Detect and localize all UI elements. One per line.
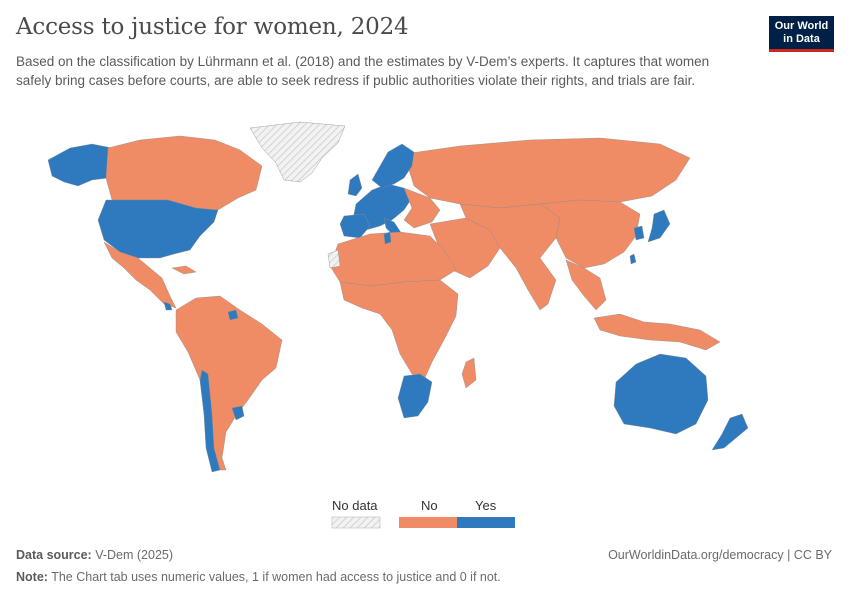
map-regions <box>47 121 749 473</box>
region-north-africa[interactable] <box>329 231 457 287</box>
region-alaska[interactable] <box>47 143 113 187</box>
region-china[interactable] <box>539 199 641 269</box>
region-uruguay[interactable] <box>231 405 245 421</box>
region-southern-africa[interactable] <box>397 373 433 419</box>
legend-no-label: No <box>421 498 438 513</box>
region-sub-saharan-africa[interactable] <box>339 279 459 381</box>
footer-url[interactable]: OurWorldinData.org/democracy | CC BY <box>608 548 832 562</box>
region-new-zealand[interactable] <box>711 413 749 451</box>
region-iberia[interactable] <box>339 213 371 239</box>
chart-note: Note: The Chart tab uses numeric values,… <box>16 570 501 584</box>
region-south-america[interactable] <box>175 295 283 471</box>
chart-title: Access to justice for women, 2024 <box>16 14 409 40</box>
logo-line-1: Our World <box>774 20 829 32</box>
world-map[interactable] <box>0 118 850 488</box>
region-southeast-asia[interactable] <box>565 259 607 311</box>
note-label: Note: <box>16 570 48 584</box>
region-mexico[interactable] <box>103 241 177 309</box>
data-source-link[interactable]: V-Dem (2025) <box>95 548 174 562</box>
logo-line-2: in Data <box>783 33 820 45</box>
region-chile[interactable] <box>199 369 221 473</box>
legend-swatch-yes[interactable] <box>457 517 515 528</box>
note-text: The Chart tab uses numeric values, 1 if … <box>51 570 501 584</box>
legend-no-data-label: No data <box>332 498 378 513</box>
region-australia[interactable] <box>613 353 709 435</box>
region-russia[interactable] <box>403 137 691 209</box>
region-tunisia[interactable] <box>383 231 392 245</box>
legend-swatch-no-data[interactable] <box>331 516 381 529</box>
chart-subtitle: Based on the classification by Lührmann … <box>16 54 710 88</box>
region-costa-rica[interactable] <box>163 301 173 311</box>
region-taiwan[interactable] <box>629 253 637 265</box>
region-madagascar[interactable] <box>461 357 477 389</box>
owid-logo[interactable]: Our World in Data <box>769 16 834 52</box>
region-uk-ireland[interactable] <box>347 173 363 197</box>
legend-swatches <box>331 516 515 529</box>
region-united-states[interactable] <box>97 199 219 259</box>
region-suriname[interactable] <box>227 309 239 321</box>
region-western-sahara[interactable] <box>327 249 341 269</box>
map-legend: No data No Yes <box>330 498 530 532</box>
data-source: Data source: V-Dem (2025) <box>16 548 173 562</box>
region-scandinavia[interactable] <box>371 143 415 189</box>
region-indonesia[interactable] <box>593 313 721 351</box>
region-eastern-europe[interactable] <box>403 187 441 229</box>
region-caribbean[interactable] <box>171 265 197 275</box>
region-greenland[interactable] <box>249 121 346 183</box>
data-source-label: Data source: <box>16 548 92 562</box>
region-japan[interactable] <box>647 209 671 243</box>
region-canada[interactable] <box>105 135 263 211</box>
legend-yes-label: Yes <box>475 498 497 513</box>
legend-swatch-no[interactable] <box>399 517 457 528</box>
region-south-korea[interactable] <box>633 225 645 241</box>
